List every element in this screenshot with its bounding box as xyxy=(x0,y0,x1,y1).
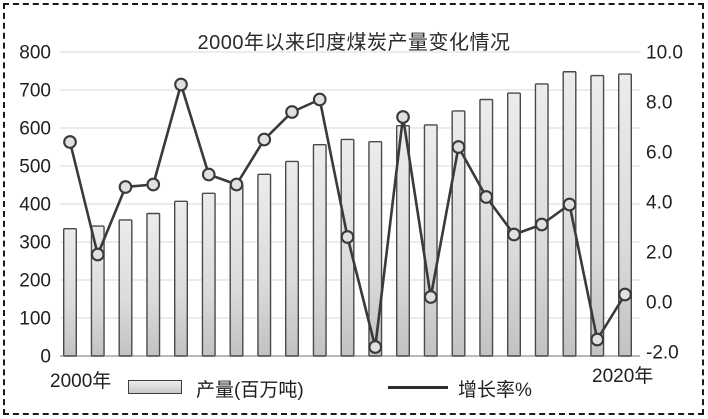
bar-2005 xyxy=(201,192,216,357)
bar-2019 xyxy=(590,74,605,357)
bar-2002 xyxy=(118,219,133,357)
bar-2013 xyxy=(423,124,438,357)
right-axis-tick-0.0: 0.0 xyxy=(646,293,672,314)
marker-2010 xyxy=(340,230,355,244)
left-axis-tick-500: 500 xyxy=(19,157,51,178)
left-axis-tick-100: 100 xyxy=(19,309,51,330)
bar-2009 xyxy=(312,144,327,357)
marker-2006 xyxy=(229,177,244,192)
marker-2003 xyxy=(146,177,161,192)
x-tick-label-2020: 2020年 xyxy=(592,366,654,387)
marker-2005 xyxy=(201,167,216,182)
legend-growth-label: 增长率% xyxy=(458,380,532,401)
marker-2015 xyxy=(479,190,494,204)
left-axis-tick-0: 0 xyxy=(40,347,51,368)
marker-2014 xyxy=(451,140,466,154)
bar-2008 xyxy=(285,160,300,357)
left-axis-tick-300: 300 xyxy=(19,233,51,254)
marker-2016 xyxy=(507,227,521,242)
marker-2013 xyxy=(423,290,438,304)
left-axis-tick-400: 400 xyxy=(19,195,51,216)
bar-2018 xyxy=(562,71,577,357)
right-axis-tick-2.0: 2.0 xyxy=(646,243,672,264)
left-axis-tick-600: 600 xyxy=(19,119,51,140)
x-tick-label-2000: 2000年 xyxy=(50,371,112,392)
legend-growth-line-swatch xyxy=(388,386,448,390)
bar-2010 xyxy=(340,138,355,357)
marker-2004 xyxy=(174,77,188,92)
left-axis-tick-200: 200 xyxy=(19,271,51,292)
bar-2006 xyxy=(229,184,244,357)
marker-2020 xyxy=(618,287,632,302)
marker-2011 xyxy=(368,340,383,354)
right-axis-tick-4.0: 4.0 xyxy=(646,193,672,214)
bar-2015 xyxy=(479,98,494,357)
marker-2001 xyxy=(90,247,105,262)
marker-2008 xyxy=(285,105,299,119)
bar-2004 xyxy=(173,200,188,357)
bar-2007 xyxy=(257,173,272,357)
chart-title: 2000年以来印度煤炭产量变化情况 xyxy=(197,32,511,54)
marker-2019 xyxy=(590,332,605,347)
bar-2016 xyxy=(507,92,522,357)
right-axis-tick-10.0: 10.0 xyxy=(646,43,683,64)
right-axis-tick-6.0: 6.0 xyxy=(646,143,672,164)
marker-2000 xyxy=(63,135,77,149)
marker-2017 xyxy=(534,217,549,232)
marker-2002 xyxy=(118,180,133,194)
bar-2000 xyxy=(63,227,78,357)
bar-2003 xyxy=(146,212,161,357)
right-axis-tick--2.0: -2.0 xyxy=(646,343,679,364)
marker-2007 xyxy=(257,132,272,147)
legend-production-swatch xyxy=(128,380,182,394)
marker-2009 xyxy=(312,92,327,107)
marker-2018 xyxy=(562,197,577,212)
right-axis-tick-8.0: 8.0 xyxy=(646,93,672,114)
legend-production-label: 产量(百万吨) xyxy=(196,380,304,401)
bar-2011 xyxy=(368,140,383,357)
bar-2014 xyxy=(451,110,466,357)
left-axis-tick-700: 700 xyxy=(19,81,51,102)
bar-2020 xyxy=(618,73,633,357)
left-axis-tick-800: 800 xyxy=(19,43,51,64)
marker-2012 xyxy=(396,110,410,124)
